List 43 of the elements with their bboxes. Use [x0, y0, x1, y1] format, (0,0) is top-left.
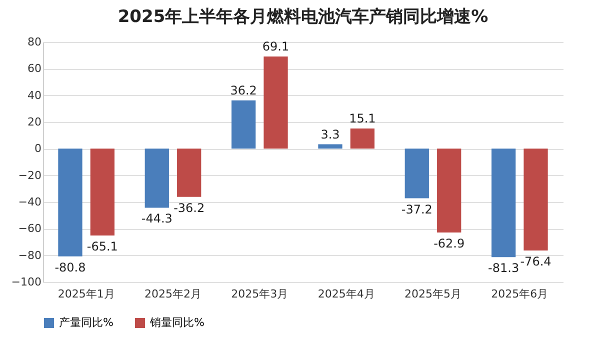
x-tick-label: 2025年5月: [404, 288, 462, 300]
y-tick-label: −20: [18, 168, 42, 182]
data-label: 3.3: [320, 127, 340, 142]
y-tick-label: −80: [18, 248, 42, 262]
y-tick-label: 0: [34, 142, 42, 156]
chart-title: 2025年上半年各月燃料电池汽车产销同比增速%: [118, 7, 488, 27]
x-tick-label: 2025年6月: [491, 288, 548, 300]
y-tick-label: 20: [28, 116, 42, 128]
bar: [404, 148, 429, 198]
data-label: -65.1: [86, 239, 118, 254]
data-label: -36.2: [174, 200, 205, 215]
x-tick-label: 2025年1月: [58, 288, 115, 300]
bar: [58, 148, 82, 256]
bar: [90, 148, 114, 236]
y-tick-label: −40: [18, 196, 42, 208]
bar: [177, 148, 202, 197]
data-label: -44.3: [141, 212, 172, 226]
data-label: 36.2: [230, 83, 257, 98]
x-tick-label: 2025年3月: [231, 288, 288, 300]
bar: [492, 148, 516, 258]
data-label: -76.4: [520, 254, 552, 269]
data-label: 69.1: [262, 40, 290, 54]
bar: [144, 148, 169, 208]
data-label: 15.1: [349, 112, 376, 126]
data-label: -62.9: [434, 236, 465, 251]
legend-label: 产量同比%: [59, 316, 114, 329]
legend-label: 销量同比%: [149, 316, 204, 329]
bar: [264, 56, 288, 149]
x-tick-label: 2025年2月: [144, 288, 202, 300]
y-tick-label: −60: [18, 222, 42, 236]
y-tick-label: 60: [28, 62, 42, 76]
data-label: -80.8: [54, 260, 86, 274]
x-tick-label: 2025年4月: [318, 288, 375, 300]
bar: [232, 100, 256, 149]
bar: [524, 148, 548, 251]
bar: [437, 148, 462, 233]
y-tick-label: −100: [11, 276, 42, 288]
bar: [350, 128, 374, 149]
data-label: -81.3: [488, 261, 520, 276]
bar: [318, 144, 342, 149]
data-label: -37.2: [401, 202, 432, 216]
y-tick-label: 80: [28, 36, 42, 48]
y-tick-label: 40: [28, 88, 42, 102]
